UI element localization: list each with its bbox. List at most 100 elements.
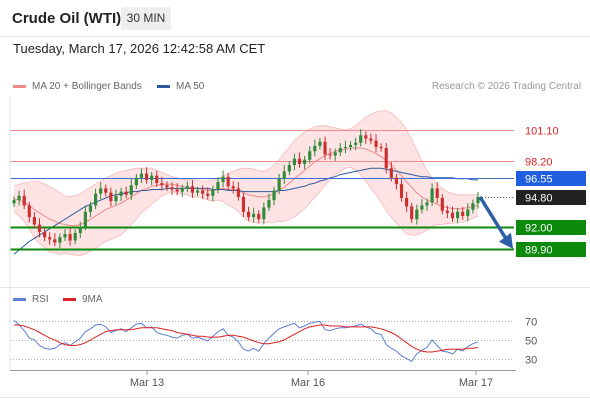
candle-body [119, 191, 123, 196]
rsi-panel: 70 50 30 [10, 317, 537, 367]
header-divider [0, 36, 590, 37]
legend-rsi: RSI [13, 294, 49, 305]
candle-body [114, 195, 118, 202]
candle-body [165, 185, 169, 188]
level-label-98.20: 98.20 [525, 157, 553, 169]
candle-body [456, 211, 460, 219]
research-credit: Research © 2026 Trading Central [431, 81, 581, 92]
candle-body [94, 193, 98, 206]
candle-body [461, 211, 465, 217]
bollinger-band-fill [14, 110, 478, 256]
candle-body [129, 185, 133, 195]
candles-layer [12, 129, 480, 248]
candle-body [303, 159, 307, 164]
candle-body [48, 237, 52, 240]
candle-body [374, 140, 378, 147]
rsi-tick-30: 30 [525, 355, 537, 367]
candle-body [190, 186, 195, 193]
chart-header: Crude Oil (WTI) 30 MIN [0, 0, 590, 36]
candle-body [471, 203, 475, 210]
candle-body [201, 190, 205, 194]
level-box-89.90 [516, 242, 586, 257]
candle-body [185, 186, 189, 189]
candle-body [246, 211, 251, 218]
levels-layer [10, 130, 514, 251]
candle-body [12, 200, 16, 204]
candle-body [440, 197, 444, 211]
candle-body [236, 188, 240, 197]
candle-body [364, 135, 368, 139]
candle-body [88, 205, 93, 212]
legend-9ma: 9MA [63, 294, 103, 305]
chart-datetime: Tuesday, March 17, 2026 12:42:58 AM CET [13, 41, 266, 56]
candle-body [221, 176, 225, 183]
level-label-96.55: 96.55 [525, 174, 553, 186]
bollinger-upper-line [13, 110, 478, 198]
candle-body [150, 175, 154, 180]
candle-body [257, 213, 261, 220]
candle-body [226, 176, 230, 187]
candle-body [17, 195, 21, 201]
candle-body [155, 175, 159, 184]
candle-body [348, 144, 353, 147]
candle-body [206, 193, 210, 196]
ma9-swatch [63, 298, 76, 301]
candle-body [53, 239, 57, 243]
candle-body [384, 148, 388, 169]
level-box-92.00 [516, 220, 586, 235]
legend-ma20: MA 20 + Bollinger Bands [13, 81, 142, 92]
legend-9ma-label: 9MA [82, 294, 103, 305]
candle-body [394, 177, 398, 185]
candle-body [231, 186, 235, 189]
rsi-series-9MA [14, 324, 479, 353]
candle-body [272, 190, 276, 201]
candle-body [58, 237, 62, 243]
instrument-title: Crude Oil (WTI) [12, 10, 122, 27]
candle-body [27, 205, 31, 218]
candle-body [241, 196, 246, 212]
candle-body [354, 142, 358, 145]
candle-body [389, 168, 393, 178]
legend-ma50: MA 50 [157, 81, 204, 92]
candle-body [267, 200, 271, 208]
ma50-swatch [157, 85, 170, 88]
candle-body [83, 211, 87, 227]
rsi-tick-70: 70 [525, 317, 537, 329]
forecast-arrow-layer [478, 195, 513, 249]
candle-body [32, 217, 36, 225]
candle-body [308, 151, 312, 160]
candle-body [379, 146, 383, 149]
level-label-89.90: 89.90 [525, 245, 553, 257]
candle-body [287, 165, 291, 172]
candle-body [410, 206, 414, 220]
candle-body [318, 141, 322, 146]
candle-body [139, 173, 144, 178]
candle-body [37, 224, 42, 232]
time-axis: Mar 13 Mar 16 Mar 17 [0, 96, 590, 398]
rsi-tick-50: 50 [525, 336, 537, 348]
candle-body [399, 184, 404, 198]
candle-body [282, 171, 286, 179]
level-box-96.55 [516, 171, 586, 186]
candle-body [43, 231, 47, 238]
candle-body [323, 141, 327, 155]
candle-body [277, 178, 281, 191]
candle-body [160, 183, 164, 186]
candle-body [445, 210, 449, 213]
candle-body [134, 177, 138, 186]
x-tick-label: Mar 16 [291, 377, 325, 389]
timeframe-button[interactable]: 30 MIN [121, 7, 171, 30]
x-tick-label: Mar 17 [459, 377, 493, 389]
x-tick-label: Mar 13 [130, 377, 164, 389]
ma20-line [13, 147, 479, 227]
candle-body [104, 188, 108, 193]
candle-body [78, 226, 82, 234]
level-label-101.10: 101.10 [525, 126, 559, 138]
candle-body [211, 189, 215, 196]
candle-body [175, 189, 179, 192]
candle-body [144, 173, 149, 180]
candle-body [425, 202, 429, 206]
candle-body [63, 234, 67, 238]
candle-body [338, 148, 342, 153]
candle-body [99, 188, 103, 194]
